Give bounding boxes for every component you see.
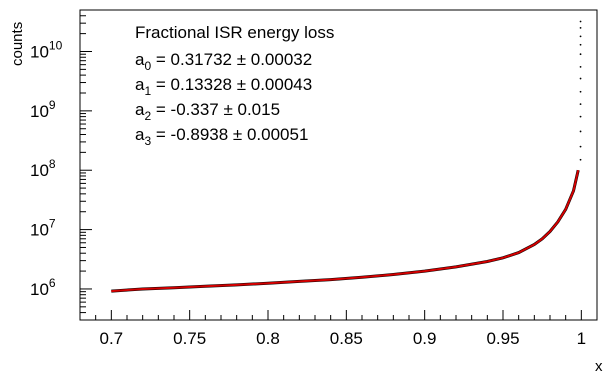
x-tick-label: 0.7 — [100, 329, 124, 348]
y-tick-exponent: 8 — [49, 157, 56, 171]
y-tick-label: 107 — [30, 217, 56, 240]
parameter-value: = 0.13328 ± 0.00043 — [151, 75, 312, 94]
y-tick-base: 10 — [30, 102, 49, 121]
parameter-subscript: 2 — [144, 109, 151, 123]
plot-frame — [79, 9, 598, 321]
data-point — [579, 90, 582, 93]
parameter-value: = 0.31732 ± 0.00032 — [151, 50, 312, 69]
y-tick-label: 106 — [30, 276, 56, 299]
data-point — [579, 35, 582, 38]
y-tick-exponent: 7 — [49, 217, 56, 231]
y-tick-label: 109 — [30, 98, 56, 121]
x-tick-label: 0.8 — [256, 329, 280, 348]
y-tick-base: 10 — [30, 221, 49, 240]
legend: Fractional ISR energy loss a0 = 0.31732 … — [135, 23, 334, 148]
data-point — [579, 66, 582, 68]
parameter-symbol: a — [135, 50, 145, 69]
axis-ticks — [79, 9, 598, 321]
data-point — [579, 145, 582, 148]
parameter-symbol: a — [135, 75, 145, 94]
x-axis-title: x — [595, 358, 603, 373]
x-tick-label: 1 — [577, 329, 586, 348]
data-point — [579, 26, 582, 29]
parameter-symbol: a — [135, 100, 145, 119]
y-tick-base: 10 — [30, 161, 49, 180]
data-point — [579, 103, 582, 105]
y-tick-label: 108 — [30, 157, 56, 180]
legend-entry: a3 = -0.8938 ± 0.00051 — [135, 125, 308, 148]
legend-entry: a2 = -0.337 ± 0.015 — [135, 100, 280, 123]
parameter-subscript: 1 — [144, 84, 151, 98]
parameter-subscript: 3 — [144, 134, 151, 148]
parameter-subscript: 0 — [144, 59, 151, 73]
x-tick-label: 0.75 — [173, 329, 206, 348]
data-point — [579, 158, 582, 161]
x-tick-label: 0.85 — [330, 329, 363, 348]
data-point — [579, 43, 582, 46]
data-point — [579, 20, 582, 23]
y-axis-title: counts — [9, 22, 26, 66]
fit-curve — [111, 169, 580, 293]
y-tick-exponent: 9 — [49, 98, 56, 112]
x-tick-label: 0.95 — [486, 329, 519, 348]
y-tick-base: 10 — [30, 42, 49, 61]
parameter-value: = -0.337 ± 0.015 — [151, 100, 280, 119]
x-tick-label: 0.9 — [413, 329, 437, 348]
y-tick-label: 1010 — [30, 38, 63, 61]
parameter-value: = -0.8938 ± 0.00051 — [151, 125, 308, 144]
chart-marks — [111, 20, 582, 293]
y-tick-exponent: 10 — [49, 38, 63, 52]
data-point — [579, 115, 582, 118]
y-tick-exponent: 6 — [49, 276, 56, 290]
x-tick-labels: 0.7 0.75 0.8 0.85 0.9 0.95 1 — [100, 329, 587, 348]
legend-entry: a0 = 0.31732 ± 0.00032 — [135, 50, 312, 73]
data-point — [579, 130, 582, 133]
data-point — [579, 77, 582, 80]
histogram-series — [111, 169, 580, 293]
parameter-symbol: a — [135, 125, 145, 144]
legend-entry: a1 = 0.13328 ± 0.00043 — [135, 75, 312, 98]
legend-title: Fractional ISR energy loss — [135, 23, 334, 42]
data-point — [579, 53, 582, 56]
y-tick-base: 10 — [30, 280, 49, 299]
